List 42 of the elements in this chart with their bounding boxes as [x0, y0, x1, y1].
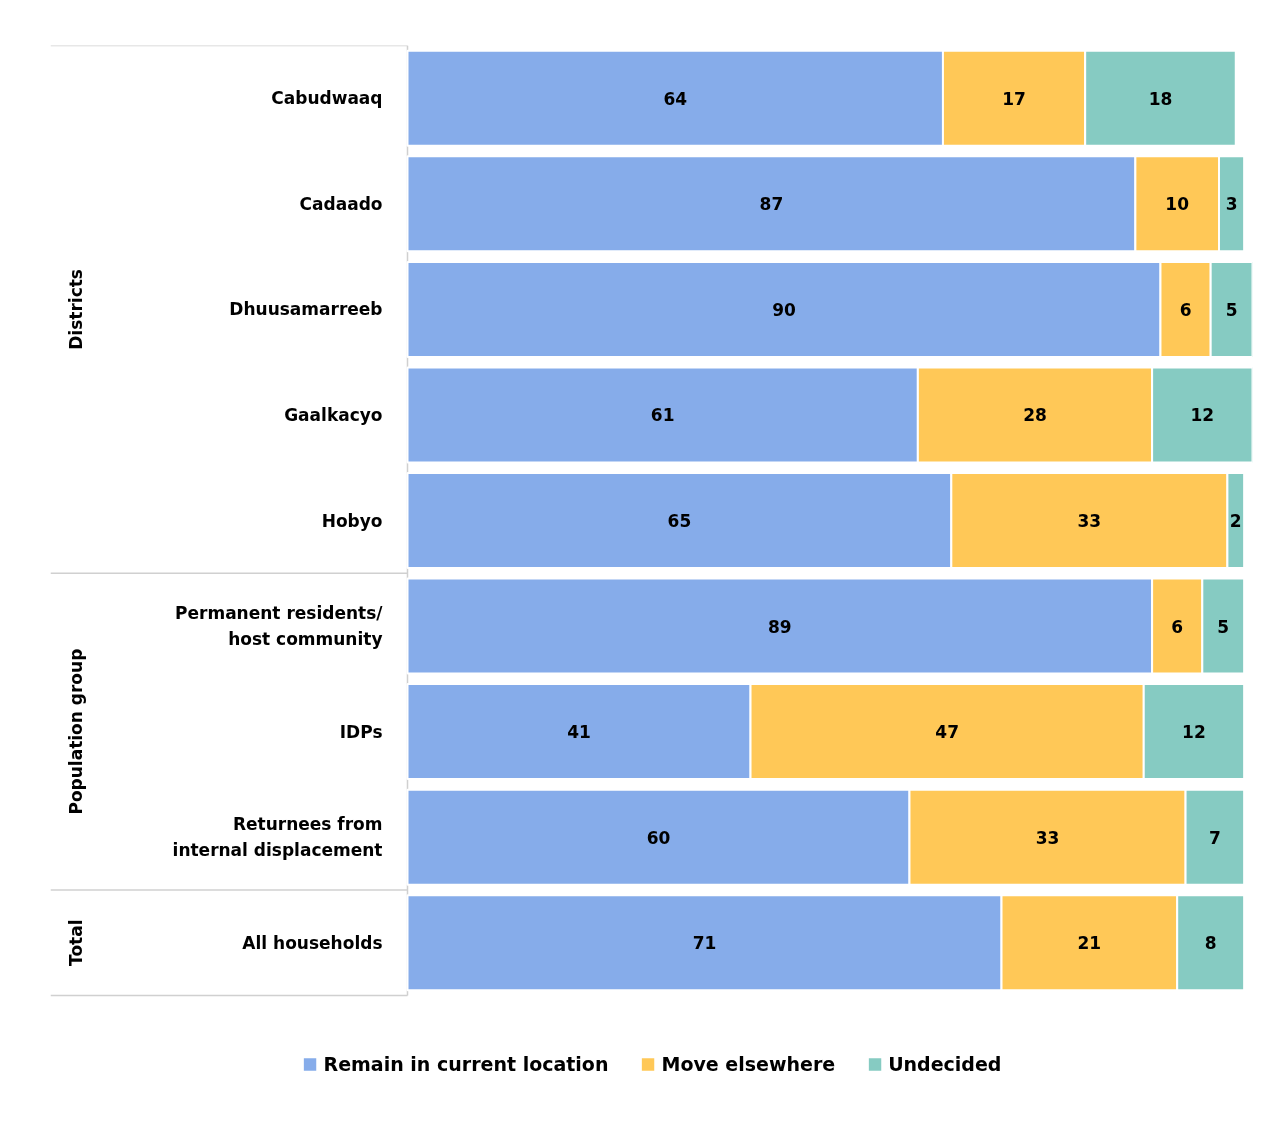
data-label: 5 — [1225, 299, 1238, 320]
data-label: 3 — [1225, 194, 1238, 215]
data-label: 33 — [1035, 827, 1060, 848]
legend-label: Undecided — [888, 1053, 1002, 1075]
data-label: 12 — [1182, 722, 1206, 743]
legend-label: Remain in current location — [323, 1053, 609, 1075]
data-label: 60 — [646, 827, 671, 848]
data-label: 21 — [1077, 933, 1102, 954]
y-tick-label: Returnees from internal displacement — [172, 814, 383, 861]
y-tick-label: Dhuusamarreeb — [229, 299, 383, 320]
data-label: 17 — [1002, 88, 1026, 109]
text: Population group — [65, 648, 86, 815]
data-label: 8 — [1204, 933, 1217, 954]
data-label: 18 — [1148, 88, 1173, 109]
data-label: 10 — [1165, 194, 1190, 215]
y-tick-label: Cadaado — [299, 193, 383, 214]
data-label: 28 — [1023, 405, 1047, 426]
legend-label: Move elsewhere — [661, 1053, 836, 1075]
data-label: 90 — [772, 299, 796, 320]
data-label: 61 — [650, 405, 675, 426]
data-label: 47 — [935, 722, 959, 743]
y-tick-label: Permanent residents/ host community — [175, 603, 384, 650]
y-tick-label: Gaalkacyo — [284, 404, 383, 425]
data-label: 6 — [1179, 299, 1192, 320]
data-label: 64 — [663, 88, 688, 109]
data-label: 65 — [667, 511, 692, 531]
data-label: 6 — [1171, 616, 1184, 637]
data-label: 41 — [567, 722, 591, 743]
data-label: 87 — [759, 194, 784, 215]
y-tick-label: Hobyo — [321, 510, 383, 531]
text: Total — [65, 919, 86, 966]
text: Districts — [65, 269, 86, 350]
y-tick-label: IDPs — [339, 721, 383, 742]
data-label: 33 — [1077, 511, 1102, 531]
data-label: 7 — [1208, 827, 1221, 848]
data-label: 2 — [1229, 511, 1242, 531]
y-tick-label: Cabudwaaq — [271, 88, 383, 109]
data-label: 5 — [1217, 616, 1230, 637]
y-tick-label: All households — [242, 932, 383, 953]
data-label: 71 — [692, 933, 717, 954]
data-label: 12 — [1190, 405, 1215, 426]
data-label: 89 — [767, 616, 792, 637]
